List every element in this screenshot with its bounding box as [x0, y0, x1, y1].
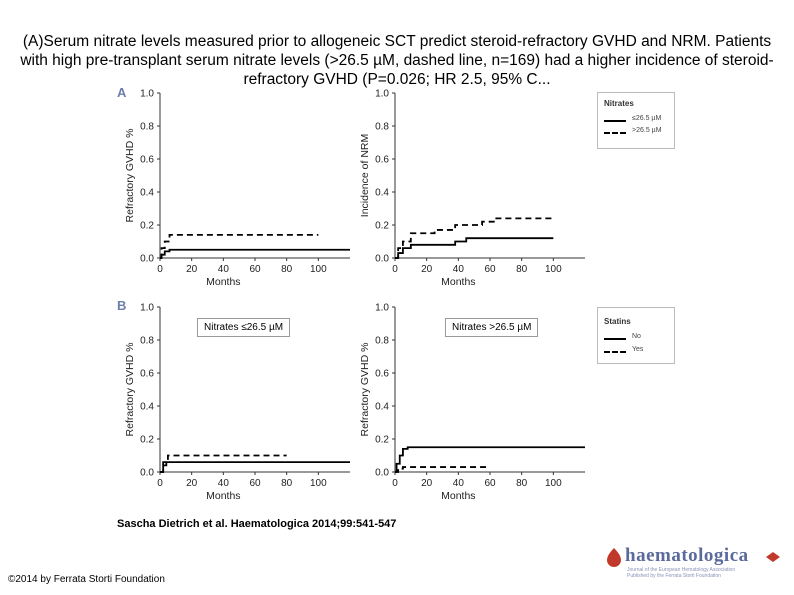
legend-statins-item-1: No — [632, 333, 641, 340]
y-tick-label: 0.6 — [140, 155, 154, 166]
x-axis-label: Months — [206, 490, 240, 502]
x-axis-label: Months — [441, 276, 475, 288]
y-tick-label: 0.4 — [375, 188, 389, 199]
y-tick-label: 1.0 — [140, 89, 154, 100]
x-tick-label: 20 — [421, 264, 433, 275]
x-tick-label: 20 — [186, 478, 198, 489]
chart-b2: 0.0 0.2 0.4 0.6 0.8 1.0 0 20 40 60 80 100 Months Refr… — [359, 303, 585, 502]
y-tick-label: 0.8 — [375, 122, 389, 133]
x-tick-label: 60 — [249, 478, 261, 489]
y-tick-label: 0.0 — [140, 468, 154, 479]
y-tick-label: 0.0 — [140, 254, 154, 265]
figure-caption: (A)Serum nitrate levels measured prior t… — [20, 33, 774, 88]
x-tick-label: 60 — [249, 264, 261, 275]
logo-ornament-icon — [766, 552, 780, 562]
citation: Sascha Dietrich et al. Haematologica 201… — [117, 518, 397, 530]
x-tick-label: 100 — [545, 264, 562, 275]
y-tick-label: 0.2 — [375, 435, 389, 446]
logo-subtitle-2: Published by the Ferrata Storti Foundati… — [627, 573, 721, 579]
y-axis-label: Refractory GVHD % — [124, 129, 136, 223]
copyright: ©2014 by Ferrata Storti Foundation — [8, 574, 165, 585]
x-tick-label: 0 — [392, 264, 398, 275]
y-tick-label: 0.2 — [375, 221, 389, 232]
x-tick-label: 80 — [281, 264, 293, 275]
logo-subtitle-1: Journal of the European Hematology Assoc… — [627, 567, 736, 573]
chart-a1: 0.0 0.2 0.4 0.6 0.8 1.0 0 20 40 60 80 100 Months Refr… — [124, 89, 350, 288]
y-tick-label: 0.8 — [140, 122, 154, 133]
x-tick-label: 40 — [218, 264, 230, 275]
solid-series-line — [395, 237, 554, 259]
y-tick-label: 0.6 — [140, 369, 154, 380]
legend-dashed-line — [604, 351, 626, 353]
solid-series-line — [160, 461, 350, 473]
x-tick-label: 60 — [484, 264, 496, 275]
solid-series-line — [395, 446, 585, 473]
x-tick-label: 100 — [310, 478, 327, 489]
subgroup-label-high-nitrates: Nitrates >26.5 µM — [445, 318, 539, 337]
y-tick-label: 0.0 — [375, 468, 389, 479]
dashed-series-line — [395, 466, 490, 473]
x-tick-label: 40 — [453, 478, 465, 489]
legend-nitrates-item-2: >26.5 µM — [632, 127, 662, 134]
legend-statins: Statins No Yes — [597, 307, 675, 364]
x-axis-label: Months — [206, 276, 240, 288]
x-tick-label: 100 — [545, 478, 562, 489]
x-tick-label: 0 — [392, 478, 398, 489]
legend-statins-item-2: Yes — [632, 346, 644, 353]
dashed-series-line — [160, 454, 287, 473]
y-tick-label: 1.0 — [375, 303, 389, 314]
x-tick-label: 80 — [516, 478, 528, 489]
legend-statins-title: Statins — [604, 317, 631, 326]
y-axis-label: Refractory GVHD % — [359, 343, 371, 437]
dashed-series-line — [395, 217, 554, 259]
subgroup-label-low-nitrates: Nitrates ≤26.5 µM — [197, 318, 291, 337]
logo-mark-icon — [607, 548, 621, 567]
y-tick-label: 0.2 — [140, 221, 154, 232]
y-axis-label: Incidence of NRM — [359, 134, 371, 217]
x-tick-label: 40 — [453, 264, 465, 275]
y-tick-label: 0.2 — [140, 435, 154, 446]
legend-nitrates-item-1: ≤26.5 µM — [632, 115, 662, 122]
legend-nitrates-title: Nitrates — [604, 99, 634, 108]
y-tick-label: 0.4 — [140, 402, 154, 413]
y-tick-label: 0.0 — [375, 254, 389, 265]
x-tick-label: 100 — [310, 264, 327, 275]
y-axis-label: Refractory GVHD % — [124, 343, 136, 437]
legend-nitrates: Nitrates ≤26.5 µM >26.5 µM — [597, 92, 675, 149]
y-tick-label: 0.6 — [375, 369, 389, 380]
y-tick-label: 1.0 — [375, 89, 389, 100]
y-tick-label: 0.4 — [375, 402, 389, 413]
panel-b-label: B — [117, 298, 127, 313]
haematologica-logo: haematologica Journal of the European He… — [605, 545, 785, 580]
x-tick-label: 0 — [157, 264, 163, 275]
logo-word: haematologica — [625, 545, 749, 566]
chart-a2: 0.0 0.2 0.4 0.6 0.8 1.0 0 20 40 60 80 100 Months Inci… — [359, 89, 585, 288]
legend-dashed-line — [604, 132, 626, 134]
y-tick-label: 0.4 — [140, 188, 154, 199]
panel-a-label: A — [117, 85, 127, 100]
x-axis-label: Months — [441, 490, 475, 502]
solid-series-line — [160, 248, 350, 259]
y-tick-label: 0.8 — [375, 336, 389, 347]
y-tick-label: 0.6 — [375, 155, 389, 166]
x-tick-label: 40 — [218, 478, 230, 489]
legend-solid-line — [604, 120, 626, 122]
x-tick-label: 80 — [516, 264, 528, 275]
chart-b1: 0.0 0.2 0.4 0.6 0.8 1.0 0 20 40 60 80 100 Months Refr… — [124, 303, 350, 502]
x-tick-label: 0 — [157, 478, 163, 489]
x-tick-label: 60 — [484, 478, 496, 489]
legend-solid-line — [604, 338, 626, 340]
dashed-series-line — [160, 234, 319, 259]
x-tick-label: 20 — [421, 478, 433, 489]
x-tick-label: 80 — [281, 478, 293, 489]
y-tick-label: 0.8 — [140, 336, 154, 347]
y-tick-label: 1.0 — [140, 303, 154, 314]
x-tick-label: 20 — [186, 264, 198, 275]
